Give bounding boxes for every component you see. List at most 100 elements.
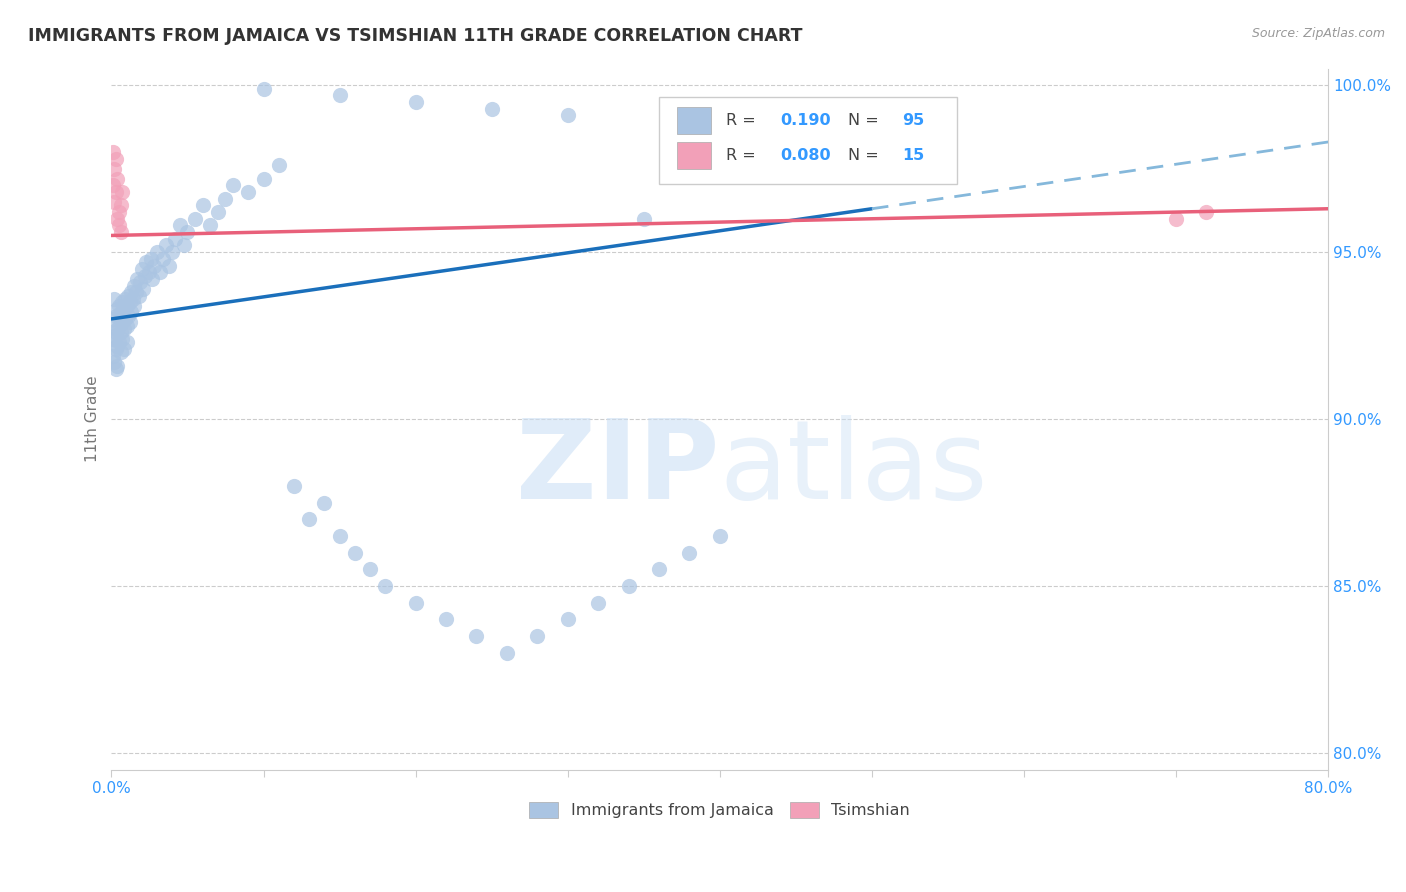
Point [405, 95, 427, 109]
Point [110, 326, 132, 340]
Point [207, 205, 229, 219]
Text: N =: N = [848, 148, 883, 162]
Point [111, 295, 134, 310]
Point [709, 529, 731, 543]
Point [526, 629, 548, 643]
Point [328, 529, 350, 543]
Point [132, 282, 155, 296]
Point [111, 315, 134, 329]
Point [155, 238, 177, 252]
Point [112, 301, 135, 316]
Legend: Immigrants from Jamaica, Tsimshian: Immigrants from Jamaica, Tsimshian [523, 796, 917, 825]
Point [374, 579, 396, 593]
Point [101, 312, 124, 326]
Point [103, 161, 125, 176]
Text: 0.190: 0.190 [780, 112, 831, 128]
Point [104, 309, 127, 323]
Point [134, 268, 156, 283]
Point [125, 285, 148, 300]
Point [122, 278, 145, 293]
Point [110, 198, 132, 212]
Point [108, 299, 131, 313]
Point [495, 646, 517, 660]
Point [138, 265, 160, 279]
Point [169, 219, 191, 233]
Point [107, 338, 129, 352]
Point [481, 102, 503, 116]
Point [184, 211, 207, 226]
Point [328, 88, 350, 103]
Point [222, 178, 245, 193]
Text: R =: R = [725, 148, 761, 162]
Point [103, 328, 125, 343]
Point [214, 192, 236, 206]
Bar [678, 107, 711, 134]
Text: 15: 15 [903, 148, 925, 162]
Point [118, 295, 141, 310]
Point [115, 299, 138, 313]
Text: ZIP: ZIP [516, 415, 720, 522]
Point [120, 285, 142, 300]
Point [465, 629, 488, 643]
Point [107, 301, 129, 316]
Point [108, 219, 131, 233]
Point [252, 171, 274, 186]
Point [359, 562, 381, 576]
Point [283, 479, 305, 493]
Point [122, 299, 145, 313]
Point [117, 288, 139, 302]
Point [104, 342, 127, 356]
Point [101, 145, 124, 159]
Point [101, 349, 124, 363]
Point [298, 512, 321, 526]
Point [143, 259, 166, 273]
Text: Source: ZipAtlas.com: Source: ZipAtlas.com [1251, 27, 1385, 40]
Point [617, 579, 640, 593]
Point [118, 315, 141, 329]
Point [112, 342, 135, 356]
Point [101, 332, 124, 346]
Point [648, 562, 671, 576]
Point [103, 292, 125, 306]
Point [141, 272, 163, 286]
Point [586, 596, 609, 610]
Point [127, 272, 149, 286]
Point [434, 612, 457, 626]
Point [111, 185, 134, 199]
Point [405, 596, 427, 610]
Text: IMMIGRANTS FROM JAMAICA VS TSIMSHIAN 11TH GRADE CORRELATION CHART: IMMIGRANTS FROM JAMAICA VS TSIMSHIAN 11T… [28, 27, 803, 45]
Point [101, 178, 124, 193]
Point [128, 288, 150, 302]
Point [108, 335, 131, 350]
Point [131, 261, 153, 276]
Point [114, 292, 136, 306]
Point [176, 225, 198, 239]
Point [314, 495, 336, 509]
Point [162, 245, 184, 260]
Point [146, 245, 169, 260]
Point [111, 332, 134, 346]
Point [115, 335, 138, 350]
Point [104, 362, 127, 376]
Text: R =: R = [725, 112, 761, 128]
Point [103, 195, 125, 210]
Point [117, 309, 139, 323]
Bar [678, 142, 711, 169]
Point [678, 546, 700, 560]
Point [1164, 211, 1187, 226]
Point [557, 612, 579, 626]
Point [110, 225, 132, 239]
Point [152, 252, 174, 266]
Point [110, 305, 132, 319]
Point [252, 81, 274, 95]
Point [104, 152, 127, 166]
Point [135, 255, 157, 269]
Point [114, 312, 136, 326]
Point [108, 205, 131, 219]
Point [103, 355, 125, 369]
Point [343, 546, 366, 560]
Point [120, 305, 142, 319]
Point [238, 185, 260, 199]
Point [633, 211, 655, 226]
Text: N =: N = [848, 112, 883, 128]
